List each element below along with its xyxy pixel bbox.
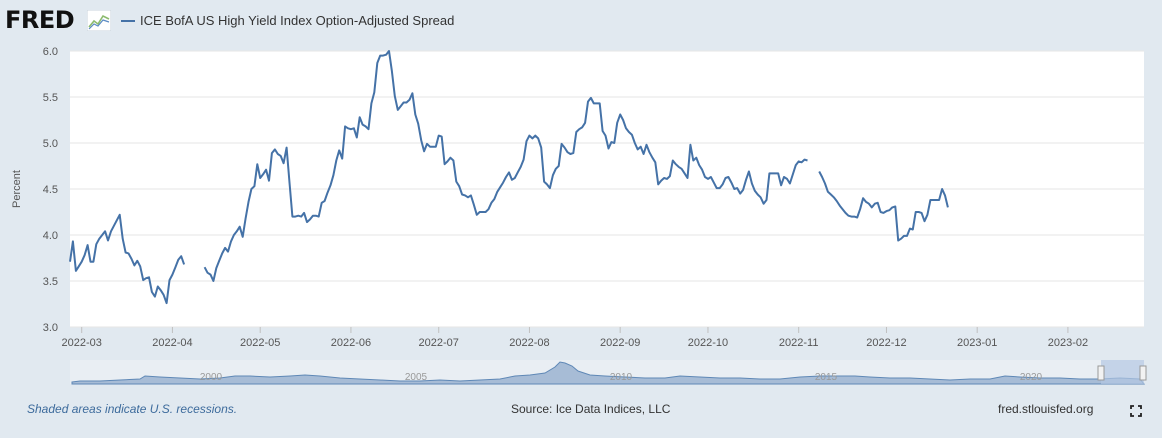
- navigator-year-label: 2015: [815, 372, 838, 383]
- x-tick-label: 2022-09: [600, 337, 640, 349]
- navigator-selection[interactable]: [1101, 360, 1144, 384]
- fullscreen-icon[interactable]: [1130, 405, 1142, 417]
- x-tick-label: 2023-02: [1048, 337, 1088, 349]
- navigator-year-labels: 2000 2005 2010 2015 2020: [200, 372, 1043, 383]
- x-tick-label: 2022-05: [240, 337, 280, 349]
- x-tick-label: 2022-10: [688, 337, 728, 349]
- recession-note: Shaded areas indicate U.S. recessions.: [27, 402, 238, 416]
- y-tick-label: 3.0: [43, 322, 58, 334]
- chart-plot[interactable]: 3.03.54.04.55.05.56.0 2022-03 2022-04 2022…: [0, 40, 1162, 390]
- y-tick-label: 6.0: [43, 46, 58, 58]
- x-tick-label: 2022-03: [62, 337, 102, 349]
- x-tick-label: 2023-01: [957, 337, 997, 349]
- source-note: Source: Ice Data Indices, LLC: [511, 402, 671, 416]
- series-line: [818, 171, 949, 242]
- navigator-area: [71, 361, 1146, 385]
- x-tick-label: 2022-08: [509, 337, 549, 349]
- legend-series-label: ICE BofA US High Yield Index Option-Adju…: [140, 13, 455, 28]
- x-tick-label: 2022-07: [419, 337, 459, 349]
- grid-lines: [70, 50, 1144, 328]
- legend-swatch: [121, 19, 135, 22]
- y-axis-ticks: 3.0 3.5 4.0 4.5 5.0 5.5 6.0: [43, 46, 58, 334]
- series-line-group: [69, 50, 949, 305]
- fred-logo[interactable]: FRED: [5, 6, 75, 34]
- navigator-year-label: 2010: [610, 372, 633, 383]
- y-tick-label: 4.5: [43, 184, 58, 196]
- chart-legend[interactable]: ICE BofA US High Yield Index Option-Adju…: [121, 13, 454, 28]
- y-tick-label: 5.0: [43, 138, 58, 150]
- x-axis-ticks: 2022-03 2022-04 2022-05 2022-06 2022-07 2022-…: [62, 327, 1088, 349]
- y-tick-label: 3.5: [43, 276, 58, 288]
- y-axis-label: Percent: [11, 170, 23, 208]
- site-link[interactable]: fred.stlouisfed.org: [998, 402, 1094, 416]
- range-navigator[interactable]: 2000 2005 2010 2015 2020: [70, 360, 1147, 385]
- series-line: [203, 50, 808, 282]
- x-tick-label: 2022-04: [152, 337, 192, 349]
- navigator-year-label: 2020: [1020, 372, 1043, 383]
- navigator-handle-left[interactable]: [1097, 365, 1105, 381]
- y-tick-label: 5.5: [43, 92, 58, 104]
- fred-logo-graph-icon[interactable]: [87, 10, 111, 31]
- series-line: [69, 213, 186, 305]
- x-tick-label: 2022-06: [331, 337, 371, 349]
- navigator-handle-right[interactable]: [1139, 365, 1147, 381]
- y-tick-label: 4.0: [43, 230, 58, 242]
- x-tick-label: 2022-12: [866, 337, 906, 349]
- navigator-year-label: 2005: [405, 372, 428, 383]
- x-tick-label: 2022-11: [779, 337, 819, 349]
- chart-header: FRED ICE BofA US High Yield Index Option…: [0, 0, 1162, 40]
- navigator-year-label: 2000: [200, 372, 223, 383]
